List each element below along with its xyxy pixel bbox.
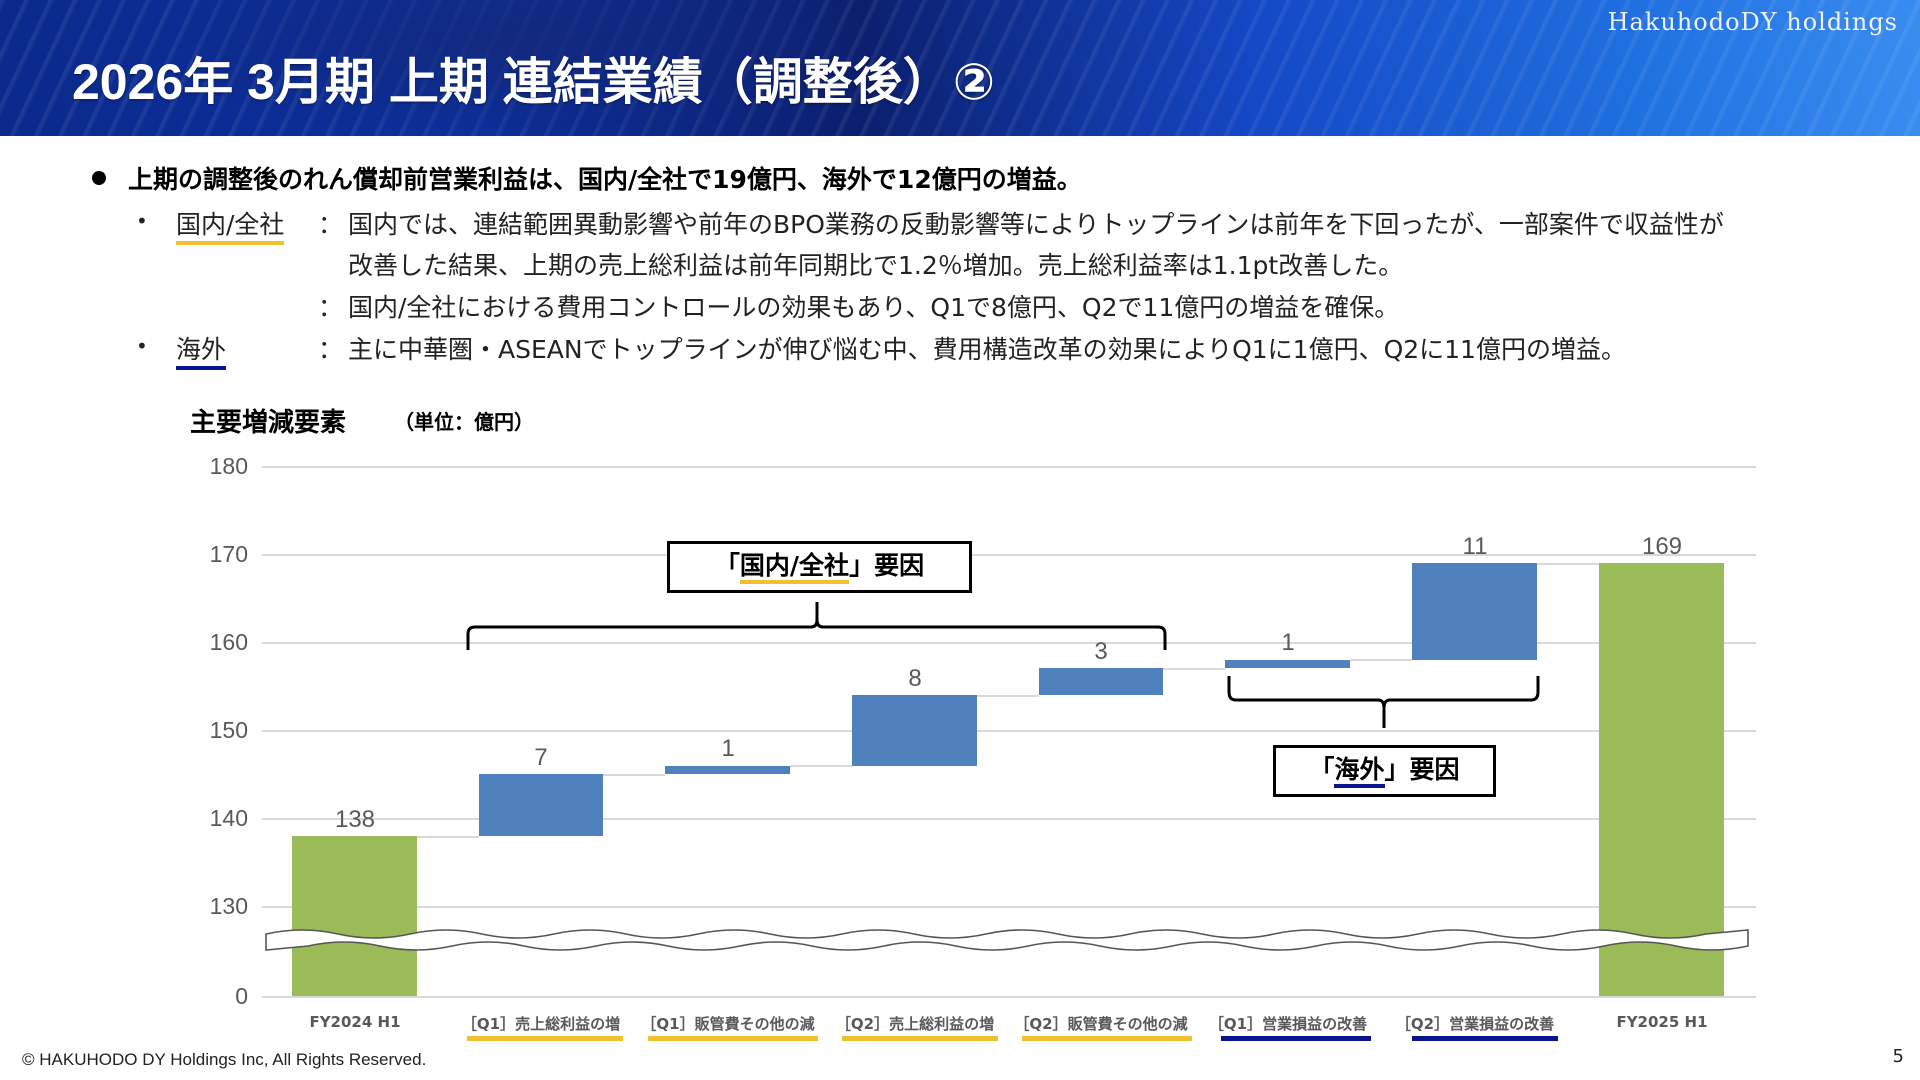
bullet-dot-icon: • [136, 209, 148, 233]
category-underline-domestic [1022, 1036, 1192, 1041]
overseas-line-1: 主に中華圏・ASEANでトップラインが伸び悩む中、費用構造改革の効果によりQ1に… [348, 335, 1626, 364]
domestic-line-2: 改善した結果、上期の売上総利益は前年同期比で1.2％増加。売上総利益率は1.1p… [348, 251, 1404, 280]
chart-title: 主要増減要素 [190, 408, 347, 438]
main-bullet-text: 上期の調整後のれん償却前営業利益は、国内/全社で19億円、海外で12億円の増益。 [128, 165, 1082, 194]
label-domestic: 国内/全社 [176, 205, 285, 245]
callout-domestic-label: 国内/全社 [739, 551, 850, 584]
y-tick: 170 [209, 541, 248, 567]
title-banner: 2026年 3月期 上期 連結業績（調整後）② HakuhodoDY holdi… [0, 0, 1920, 136]
callout-suffix: 」要因 [849, 551, 925, 580]
x-label: FY2025 H1 [1616, 1013, 1708, 1031]
colon: ： [318, 335, 344, 364]
x-label: ［Q1］販管費その他の減 [641, 1015, 815, 1033]
category-underline-domestic [467, 1036, 623, 1041]
domestic-line-1: 国内では、連結範囲異動影響や前年のBPO業務の反動影響等によりトップラインは前年… [348, 210, 1724, 239]
bullet-overseas: • 海外 ： 主に中華圏・ASEANでトップラインが伸び悩む中、費用構造改革の効… [92, 330, 1892, 375]
colon: ： [318, 210, 344, 239]
callout-suffix: 」要因 [1384, 755, 1460, 784]
y-tick: 0 [235, 983, 248, 1009]
x-label: ［Q2］販管費その他の減 [1014, 1015, 1188, 1033]
callout-bracket: 「 [714, 551, 740, 580]
connector-line [1537, 563, 1599, 565]
bar-q2-overseas [1412, 563, 1537, 660]
y-tick: 130 [209, 893, 248, 919]
gridline [262, 906, 1756, 908]
callout-domestic: 「国内/全社」要因 [667, 541, 972, 593]
gridline [262, 818, 1756, 820]
domestic-line-3: 国内/全社における費用コントロールの効果もあり、Q1で8億円、Q2で11億円の増… [348, 293, 1400, 322]
label-overseas: 海外 [176, 330, 227, 370]
bar-fy2024-h1 [292, 836, 417, 996]
bullet-dot-icon [92, 171, 106, 185]
category-underline-overseas [1412, 1036, 1558, 1041]
data-label: 138 [334, 806, 376, 833]
axis-break-icon [265, 929, 1749, 951]
callout-overseas: 「海外」要因 [1273, 745, 1496, 797]
callout-bracket: 「 [1309, 755, 1335, 784]
category-underline-domestic [842, 1036, 998, 1041]
copyright: © HAKUHODO DY Holdings Inc, All Rights R… [22, 1050, 427, 1069]
bullet-domestic: • 国内/全社 ： 国内では、連結範囲異動影響や前年のBPO業務の反動影響等によ… [92, 205, 1892, 335]
y-tick: 180 [209, 453, 248, 479]
data-label: 3 [1094, 638, 1108, 665]
brace-domestic-icon [466, 602, 1167, 650]
bar-q1-overseas [1225, 660, 1350, 668]
connector-line [790, 765, 852, 767]
callout-overseas-label: 海外 [1334, 755, 1385, 788]
data-label: 1 [1281, 629, 1295, 656]
gridline [262, 730, 1756, 732]
gridline [262, 466, 1756, 468]
bar-q2-sga [1039, 668, 1163, 695]
x-label: ［Q1］売上総利益の増 [461, 1015, 621, 1033]
bar-fy2025-h1 [1599, 563, 1724, 996]
x-label: ［Q2］売上総利益の増 [835, 1015, 995, 1033]
x-label: ［Q2］営業損益の改善 [1395, 1015, 1555, 1033]
data-label: 7 [534, 744, 548, 771]
colon: ： [318, 293, 344, 322]
category-underline-domestic [648, 1036, 818, 1041]
x-label: ［Q1］営業損益の改善 [1208, 1015, 1368, 1033]
connector-line [1163, 668, 1225, 670]
data-label: 8 [908, 665, 922, 692]
page-number: 5 [1892, 1046, 1904, 1067]
connector-line [1350, 659, 1412, 661]
category-underline-overseas [1221, 1036, 1371, 1041]
data-label: 169 [1641, 533, 1683, 560]
chart-unit: （単位：億円） [394, 410, 534, 434]
data-label: 11 [1462, 533, 1488, 560]
gridline [262, 642, 1756, 644]
y-tick: 150 [209, 717, 248, 743]
gridline [262, 996, 1756, 998]
connector-line [417, 836, 479, 838]
gridline [262, 554, 1756, 556]
connector-line [977, 695, 1039, 697]
main-bullet: 上期の調整後のれん償却前営業利益は、国内/全社で19億円、海外で12億円の増益。 [92, 160, 1082, 196]
connector-line [603, 774, 665, 776]
y-tick: 160 [209, 629, 248, 655]
bar-q2-gross-profit [852, 695, 977, 766]
data-label: 1 [721, 735, 735, 762]
bar-q1-sga [665, 766, 790, 774]
brand-logo-text: HakuhodoDY holdings [1607, 8, 1898, 36]
page-title: 2026年 3月期 上期 連結業績（調整後）② [72, 54, 996, 110]
x-label: FY2024 H1 [309, 1013, 401, 1031]
brace-overseas-icon [1227, 676, 1540, 728]
y-tick: 140 [209, 805, 248, 831]
bullet-dot-icon: • [136, 334, 148, 358]
bar-q1-gross-profit [479, 774, 603, 836]
